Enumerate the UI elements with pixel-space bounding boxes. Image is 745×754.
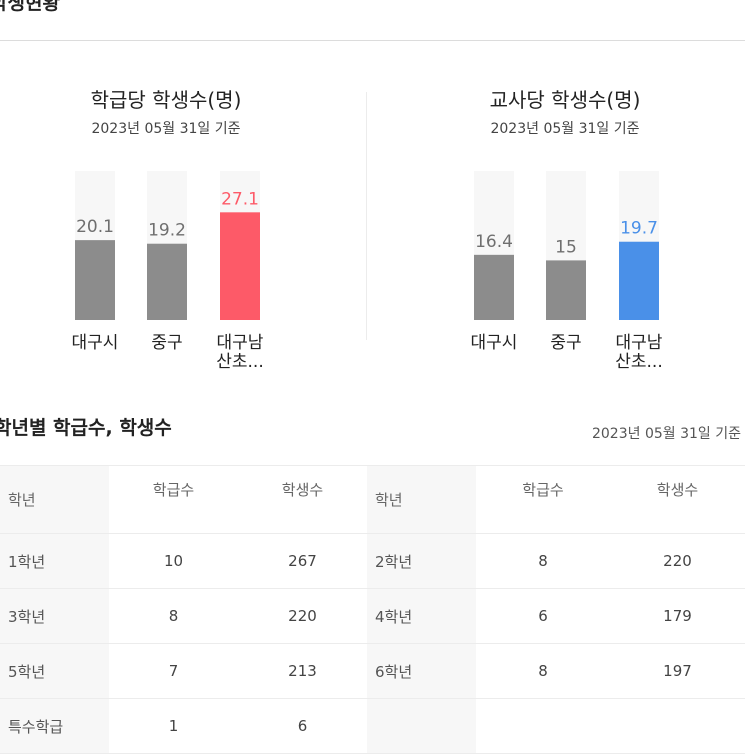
- bar: [619, 241, 659, 320]
- data-label: 16.4: [475, 232, 513, 252]
- header-classes: 학급수: [476, 465, 610, 534]
- classes-cell: 8: [476, 533, 610, 589]
- chart-title-per-class: 학급당 학생수(명): [90, 88, 242, 112]
- chart-title-per-teacher: 교사당 학생수(명): [489, 88, 641, 112]
- grade-table: 학년 학급수 학생수 학년 학급수 학생수 1학년 10 267 2학년 8 2…: [0, 465, 745, 754]
- bar: [546, 260, 586, 320]
- grade-cell: 2학년: [367, 533, 476, 589]
- grade-cell: 6학년: [367, 643, 476, 699]
- table-date: 2023년 05월 31일 기준: [591, 426, 741, 442]
- classes-cell: 6: [476, 588, 610, 644]
- classes-cell-empty: [476, 698, 610, 754]
- bar: [474, 254, 514, 320]
- grade-cell: 특수학급: [0, 698, 109, 754]
- classes-cell: 8: [476, 643, 610, 699]
- category-label: 대구시: [471, 333, 518, 353]
- header-students: 학생수: [238, 465, 367, 534]
- divider: [0, 40, 745, 41]
- data-label: 15: [555, 237, 577, 257]
- grade-cell-empty: [367, 698, 476, 754]
- grade-cell: 4학년: [367, 588, 476, 644]
- bar: [75, 240, 115, 320]
- table-row: 특수학급 1 6: [0, 698, 745, 754]
- section-title: 학생현황: [0, 0, 60, 14]
- category-label: 중구: [151, 333, 182, 353]
- category-label: 산초...: [216, 352, 264, 372]
- category-label: 대구남: [616, 333, 663, 353]
- header-grade: 학년: [367, 465, 476, 534]
- data-label: 19.7: [620, 219, 658, 239]
- classes-cell: 8: [109, 588, 238, 644]
- data-label: 27.1: [221, 189, 259, 209]
- category-label: 대구남: [217, 333, 264, 353]
- students-cell: 220: [238, 588, 367, 644]
- table-header-row: 학년 학급수 학생수 학년 학급수 학생수: [0, 465, 745, 534]
- bar: [220, 212, 260, 320]
- table-title: 학년별 학급수, 학생수: [0, 417, 172, 439]
- chart-divider: [366, 92, 367, 340]
- grade-cell: 3학년: [0, 588, 109, 644]
- category-label: 산초...: [615, 352, 663, 372]
- data-label: 20.1: [76, 217, 114, 237]
- bar-chart-per-teacher: 16.4 대구시 15 중구 19.7 대구남산초...: [470, 218, 663, 372]
- students-cell: 197: [610, 643, 745, 699]
- chart-subtitle-per-class: 2023년 05월 31일 기준: [91, 121, 241, 137]
- table-row: 1학년 10 267 2학년 8 220: [0, 533, 745, 589]
- table-row: 5학년 7 213 6학년 8 197: [0, 643, 745, 699]
- header-grade: 학년: [0, 465, 109, 534]
- students-cell: 220: [610, 533, 745, 589]
- classes-cell: 7: [109, 643, 238, 699]
- bar-chart-per-class: 20.1 대구시 19.2 중구 27.1 대구남산초...: [72, 171, 264, 372]
- header-students: 학생수: [610, 465, 745, 534]
- grade-cell: 1학년: [0, 533, 109, 589]
- students-cell: 179: [610, 588, 745, 644]
- classes-cell: 10: [109, 533, 238, 589]
- category-label: 대구시: [72, 333, 119, 353]
- students-cell-empty: [610, 698, 745, 754]
- chart-subtitle-per-teacher: 2023년 05월 31일 기준: [490, 121, 640, 137]
- students-cell: 267: [238, 533, 367, 589]
- grade-cell: 5학년: [0, 643, 109, 699]
- students-cell: 6: [238, 698, 367, 754]
- data-label: 19.2: [148, 221, 186, 241]
- table-row: 3학년 8 220 4학년 6 179: [0, 588, 745, 644]
- students-cell: 213: [238, 643, 367, 699]
- classes-cell: 1: [109, 698, 238, 754]
- header-classes: 학급수: [109, 465, 238, 534]
- category-label: 중구: [550, 333, 581, 353]
- bar: [147, 243, 187, 320]
